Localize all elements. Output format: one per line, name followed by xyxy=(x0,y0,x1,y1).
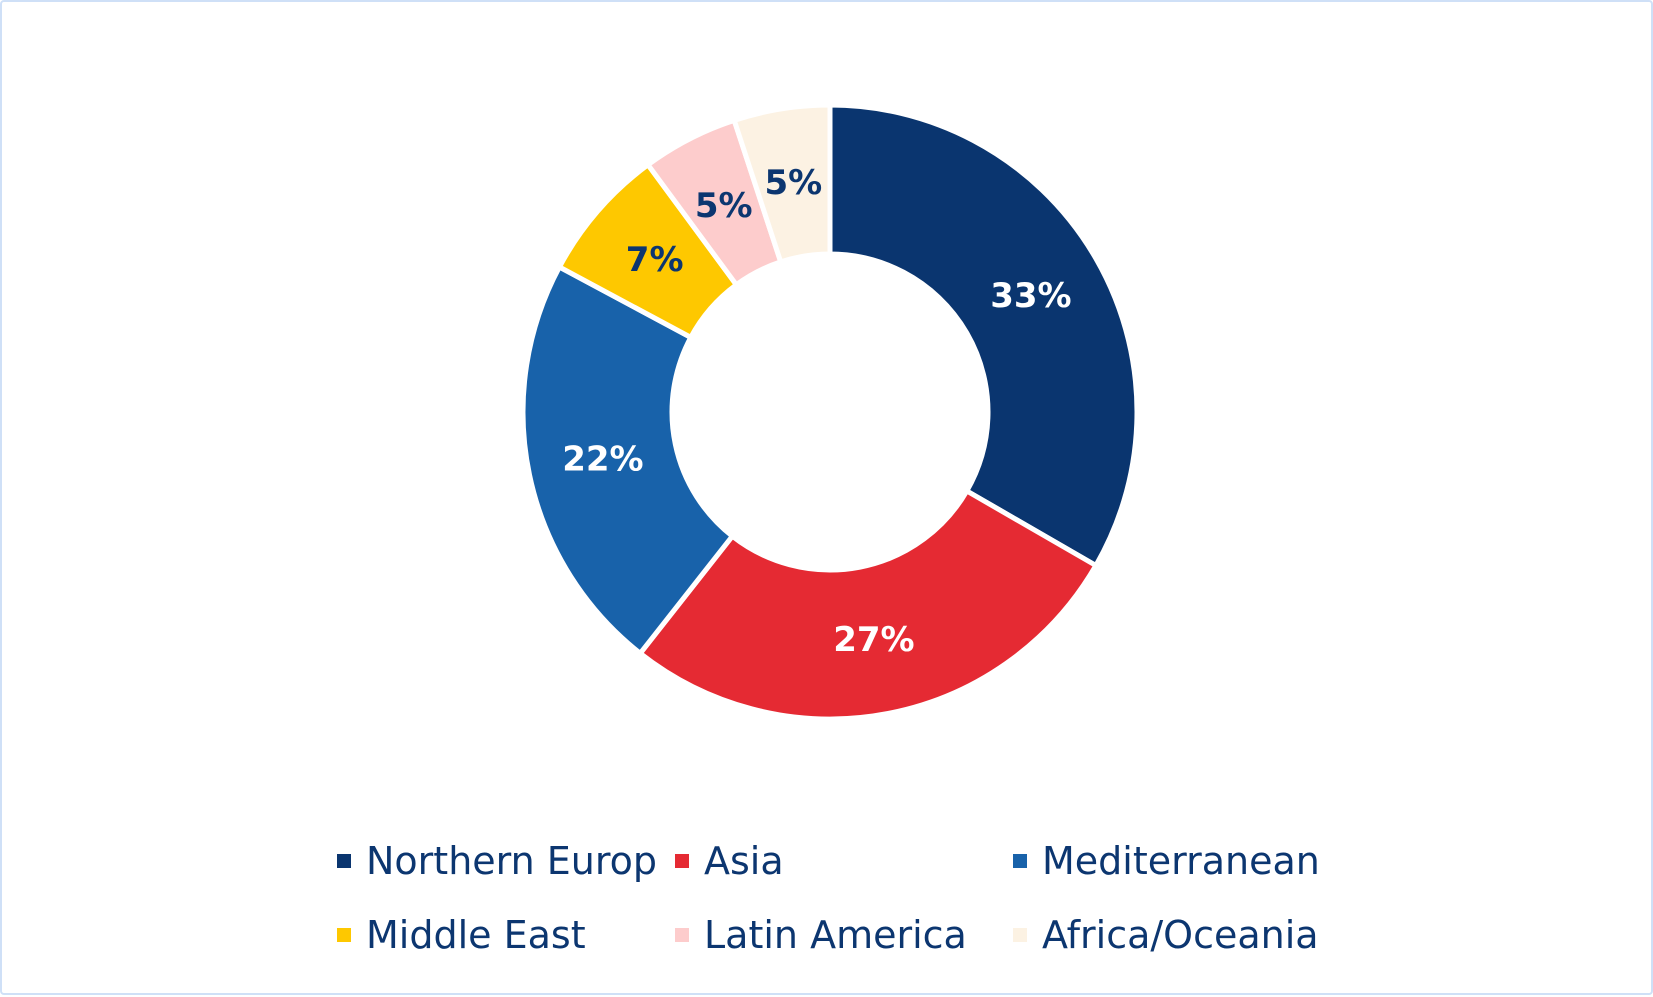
donut-slice-africa-oceania xyxy=(731,102,833,266)
legend: Northern Europ Asia Mediterranean Middle Ea… xyxy=(337,837,1353,959)
legend-label: Africa/Oceania xyxy=(1042,913,1319,957)
legend-item: Northern Europ xyxy=(337,837,675,885)
slice-label-latin-america: 5% xyxy=(695,186,753,226)
legend-item: Middle East xyxy=(337,911,675,959)
legend-swatch xyxy=(1013,854,1027,868)
donut-slice-asia xyxy=(636,487,1100,722)
slice-label-mediterranean: 22% xyxy=(562,440,643,480)
legend-label: Northern Europ xyxy=(366,839,658,883)
legend-swatch xyxy=(337,928,351,942)
slice-label-asia: 27% xyxy=(833,620,914,660)
slice-label-africa-oceania: 5% xyxy=(764,163,822,203)
legend-item: Mediterranean xyxy=(1013,837,1353,885)
donut-slice-mediterranean xyxy=(520,263,736,657)
legend-swatch xyxy=(675,928,689,942)
legend-item: Africa/Oceania xyxy=(1013,911,1353,959)
legend-swatch xyxy=(1013,928,1027,942)
legend-item: Latin America xyxy=(675,911,1013,959)
legend-label: Middle East xyxy=(366,913,586,957)
legend-label: Asia xyxy=(704,839,784,883)
slice-label-northern-europ: 33% xyxy=(990,276,1071,316)
legend-swatch xyxy=(337,854,351,868)
legend-label: Mediterranean xyxy=(1042,839,1320,883)
legend-swatch xyxy=(675,854,689,868)
legend-item: Asia xyxy=(675,837,1013,885)
legend-label: Latin America xyxy=(704,913,967,957)
slice-label-middle-east: 7% xyxy=(626,240,684,280)
donut-slice-northern-europ xyxy=(827,102,1140,569)
